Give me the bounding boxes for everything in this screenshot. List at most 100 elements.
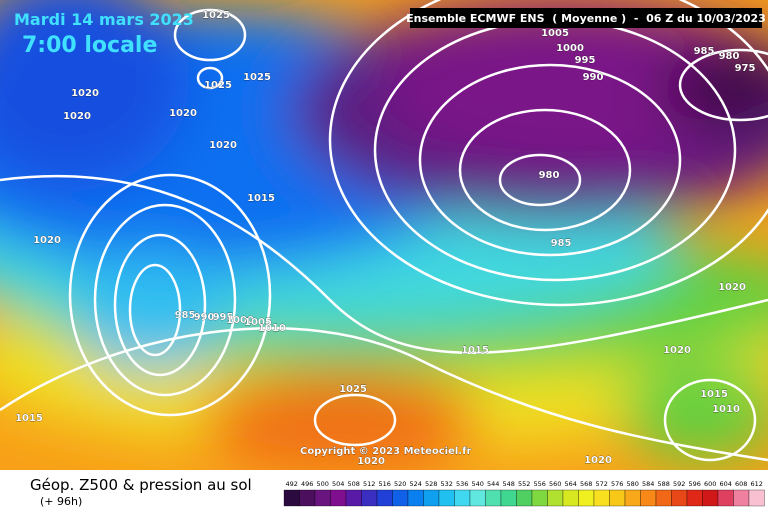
colorbar-swatch bbox=[547, 489, 564, 507]
colorbar-label: 528 bbox=[425, 480, 437, 488]
colorbar-label: 556 bbox=[534, 480, 546, 488]
colorbar-label: 536 bbox=[456, 480, 468, 488]
colorbar-swatch bbox=[702, 489, 719, 507]
colorbar-label: 580 bbox=[627, 480, 639, 488]
colorbar-label: 564 bbox=[565, 480, 577, 488]
colorbar-swatch bbox=[438, 489, 455, 507]
colorbar-label: 584 bbox=[642, 480, 654, 488]
isobar-label: 990 bbox=[194, 312, 215, 323]
isobar-label: 1025 bbox=[202, 10, 230, 21]
isobar-label: 1025 bbox=[204, 80, 232, 91]
colorbar-label: 492 bbox=[286, 480, 298, 488]
isobar-label: 1020 bbox=[63, 111, 91, 122]
colorbar-label: 520 bbox=[394, 480, 406, 488]
colorbar-swatch bbox=[361, 489, 378, 507]
isobar-label: 1005 bbox=[541, 28, 569, 39]
colorbar-swatch bbox=[345, 489, 362, 507]
colorbar-label: 512 bbox=[363, 480, 375, 488]
isobar-label: 1025 bbox=[243, 72, 271, 83]
colorbar-label: 596 bbox=[689, 480, 701, 488]
colorbar-label: 516 bbox=[379, 480, 391, 488]
colorbar-label: 612 bbox=[751, 480, 763, 488]
isobar-label: 1015 bbox=[461, 345, 489, 356]
isobar-label: 1020 bbox=[663, 345, 691, 356]
isobar-label: 985 bbox=[694, 46, 715, 57]
colorbar-label: 532 bbox=[441, 480, 453, 488]
colorbar-label: 500 bbox=[317, 480, 329, 488]
isobar-label: 990 bbox=[583, 72, 604, 83]
isobar-label: 1020 bbox=[169, 108, 197, 119]
colorbar-swatch bbox=[562, 489, 579, 507]
colorbar-swatch bbox=[531, 489, 548, 507]
run-box bbox=[410, 8, 762, 28]
isobar-label: 975 bbox=[735, 63, 756, 74]
isobar-label: 1020 bbox=[584, 455, 612, 466]
colorbar-swatch bbox=[624, 489, 641, 507]
isobar-label: 1025 bbox=[339, 384, 367, 395]
isobar-label: 1000 bbox=[226, 315, 254, 326]
colorbar-label: 592 bbox=[673, 480, 685, 488]
colorbar-label: 576 bbox=[611, 480, 623, 488]
isobar-label: 1020 bbox=[357, 456, 385, 467]
isobar-label: 985 bbox=[175, 310, 196, 321]
colorbar-swatch bbox=[686, 489, 703, 507]
copyright: Copyright © 2023 Meteociel.fr bbox=[300, 446, 471, 457]
colorbar: 492 496 500 504 508 512 516 520 524 528 532 536 540 5… bbox=[283, 480, 765, 507]
isobar-label: 1000 bbox=[556, 43, 584, 54]
isobar-labels: 1025 1025 1025 1020 1020 1020 1020 1015 1020 1005… bbox=[15, 10, 756, 467]
isobar-label: 1015 bbox=[15, 413, 43, 424]
colorbar-label: 504 bbox=[332, 480, 344, 488]
isobar-label: 1020 bbox=[209, 140, 237, 151]
colorbar-label: 540 bbox=[472, 480, 484, 488]
colorbar-label: 508 bbox=[348, 480, 360, 488]
run-info: Ensemble ECMWF ENS ( Moyenne ) - 06 Z du… bbox=[406, 12, 766, 25]
colorbar-swatch bbox=[500, 489, 517, 507]
colorbar-label: 568 bbox=[580, 480, 592, 488]
isobar-label: 985 bbox=[551, 238, 572, 249]
colorbar-swatch bbox=[655, 489, 672, 507]
isobar-label: 980 bbox=[719, 51, 740, 62]
colorbar-label: 572 bbox=[596, 480, 608, 488]
colorbar-swatch bbox=[423, 489, 440, 507]
colorbar-swatch bbox=[330, 489, 347, 507]
colorbar-label: 552 bbox=[518, 480, 530, 488]
footer-lead: (+ 96h) bbox=[40, 495, 82, 508]
colorbar-swatch bbox=[485, 489, 502, 507]
footer-title: Géop. Z500 & pression au sol bbox=[30, 476, 252, 494]
colorbar-swatch bbox=[314, 489, 331, 507]
isobar-label: 1015 bbox=[247, 193, 275, 204]
colorbar-swatch bbox=[609, 489, 626, 507]
colorbar-label: 560 bbox=[549, 480, 561, 488]
isobar-label: 1020 bbox=[71, 88, 99, 99]
colorbar-label: 544 bbox=[487, 480, 499, 488]
colorbar-swatch bbox=[392, 489, 409, 507]
isobar-label: 1005 bbox=[244, 317, 272, 328]
colorbar-swatch bbox=[469, 489, 486, 507]
colorbar-swatch bbox=[376, 489, 393, 507]
colorbar-label: 600 bbox=[704, 480, 716, 488]
colorbar-swatch bbox=[454, 489, 471, 507]
isobar-label: 980 bbox=[539, 170, 560, 181]
colorbar-swatch bbox=[407, 489, 424, 507]
colorbar-swatch bbox=[593, 489, 610, 507]
colorbar-swatch bbox=[578, 489, 595, 507]
isobar-label: 995 bbox=[575, 55, 596, 66]
field bbox=[0, 0, 768, 470]
colorbar-swatch bbox=[733, 489, 750, 507]
colorbar-swatch bbox=[671, 489, 688, 507]
colorbar-label: 496 bbox=[301, 480, 313, 488]
colorbar-label: 524 bbox=[410, 480, 422, 488]
colorbar-swatch bbox=[717, 489, 734, 507]
colorbar-swatch bbox=[299, 489, 316, 507]
isobar-label: 1010 bbox=[258, 323, 286, 334]
time: 7:00 locale bbox=[22, 33, 157, 58]
colorbar-swatch bbox=[283, 489, 300, 507]
isobar-label: 1015 bbox=[700, 389, 728, 400]
colorbar-label: 588 bbox=[658, 480, 670, 488]
isobar-label: 1020 bbox=[33, 235, 61, 246]
colorbar-label: 608 bbox=[735, 480, 747, 488]
colorbar-label: 548 bbox=[503, 480, 515, 488]
isobar-label: 995 bbox=[213, 312, 234, 323]
